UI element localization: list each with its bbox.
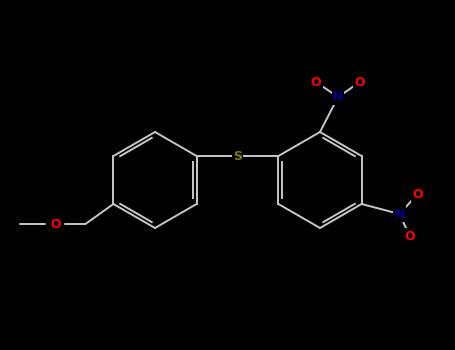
Text: O: O — [404, 230, 415, 243]
Text: O: O — [50, 217, 61, 231]
Text: N: N — [333, 91, 343, 104]
Text: N: N — [394, 208, 405, 220]
Text: O: O — [355, 76, 365, 89]
Text: O: O — [311, 76, 321, 89]
Text: S: S — [233, 149, 242, 162]
Text: O: O — [412, 188, 423, 201]
